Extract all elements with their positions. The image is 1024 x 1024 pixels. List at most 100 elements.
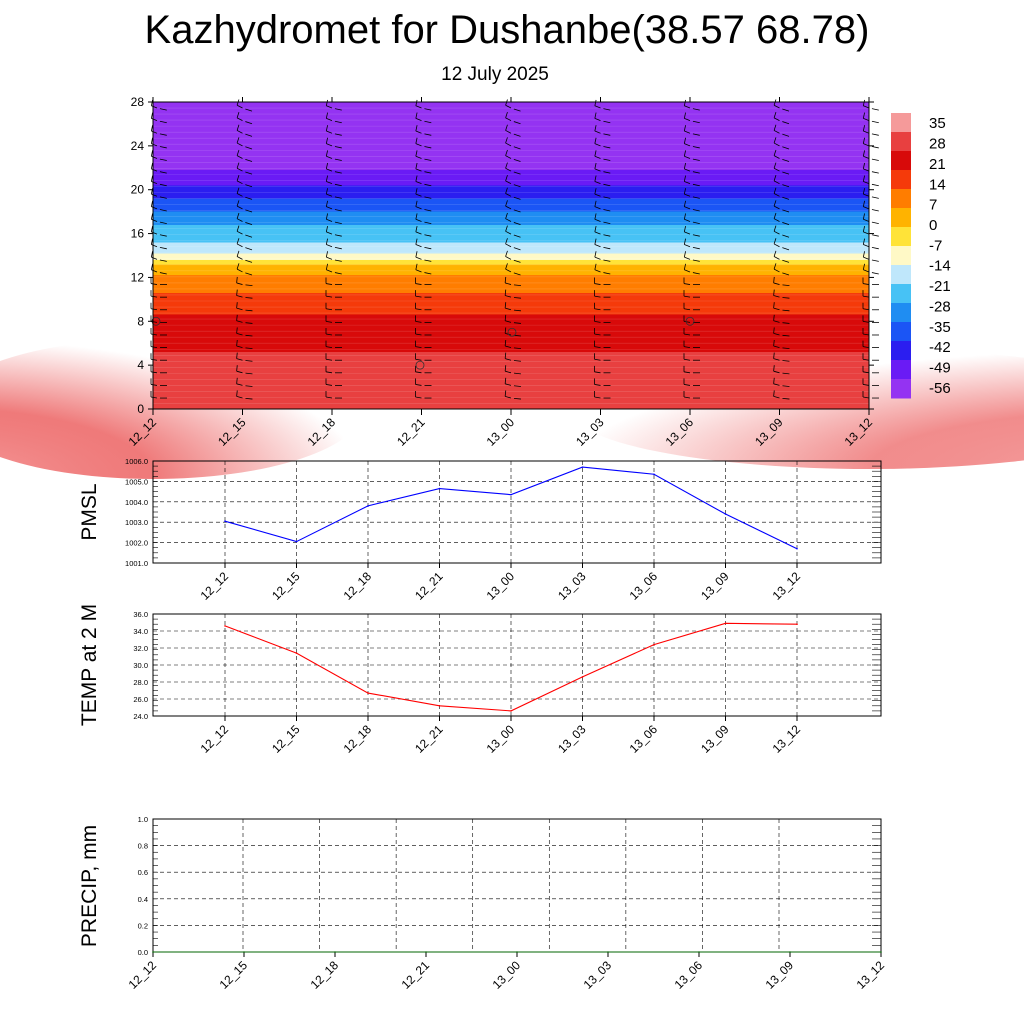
x-tick-label: 12_18 xyxy=(308,958,342,992)
wind-barb xyxy=(683,327,700,336)
wind-barb xyxy=(415,150,432,161)
data-point xyxy=(880,951,882,953)
wind-barb xyxy=(594,99,611,111)
wind-barb xyxy=(236,238,253,251)
wind-barb xyxy=(862,277,879,285)
wind-barb xyxy=(594,378,611,386)
x-tick-label: 13_00 xyxy=(490,958,524,992)
wind-barb xyxy=(415,365,432,374)
wind-barb xyxy=(505,112,521,125)
wind-barb xyxy=(415,125,432,136)
wind-barb xyxy=(415,200,432,212)
x-tick-label: 13_06 xyxy=(627,569,661,603)
colorbar-swatch xyxy=(891,265,911,285)
y-tick-label: 24 xyxy=(131,139,145,153)
wind-barb xyxy=(683,365,700,374)
wind-barb xyxy=(325,365,342,374)
colorbar-label: 14 xyxy=(929,176,946,193)
wind-barb xyxy=(236,339,253,350)
wind-barb xyxy=(236,200,253,213)
wind-barb xyxy=(505,238,521,251)
wind-barb xyxy=(594,365,611,374)
colorbar-swatch xyxy=(891,379,911,399)
wind-barb xyxy=(236,327,253,337)
wind-barb xyxy=(325,277,342,285)
y-tick-label: 0.0 xyxy=(138,948,148,957)
wind-barb xyxy=(594,315,611,323)
y-tick-label: 1.0 xyxy=(138,815,148,824)
wind-barb xyxy=(773,112,790,125)
wind-barb xyxy=(150,188,167,199)
wind-barb xyxy=(325,150,342,161)
wind-barb xyxy=(594,290,611,298)
wind-barb xyxy=(415,315,432,323)
y-tick-label: 36.0 xyxy=(133,610,148,619)
x-tick-label: 13_03 xyxy=(555,722,589,756)
y-tick-label: 0 xyxy=(137,402,144,416)
wind-barb xyxy=(773,124,790,137)
wind-barb xyxy=(683,150,700,161)
data-point xyxy=(789,951,791,953)
wind-barb xyxy=(683,162,700,174)
wind-barb xyxy=(150,290,167,298)
x-tick-label: 12_12 xyxy=(198,569,232,603)
data-point xyxy=(653,473,655,476)
calm-circle xyxy=(507,327,517,337)
data-point xyxy=(367,505,369,507)
colorbar-label: -28 xyxy=(929,298,951,315)
calm-circle xyxy=(415,360,425,370)
wind-barb xyxy=(862,315,879,323)
colorbar-label: 28 xyxy=(929,136,946,153)
data-point xyxy=(295,652,298,654)
wind-barb xyxy=(504,289,521,299)
y-tick-label: 0.8 xyxy=(138,842,148,851)
colorbar-swatch xyxy=(891,151,911,171)
wind-barb xyxy=(683,251,700,262)
wind-barb xyxy=(594,213,611,224)
wind-barb xyxy=(415,378,432,386)
wind-barb xyxy=(325,99,342,111)
colorbar-swatch xyxy=(891,360,911,380)
y-tick-label: 12 xyxy=(131,270,145,284)
panel-1: 1001.0 1002.0 1003.0 1004.0 1005.0 1006.0 PMSL… xyxy=(78,457,882,603)
wind-barb xyxy=(862,175,879,187)
wind-barb xyxy=(150,238,167,250)
data-point xyxy=(295,540,298,543)
wind-barb xyxy=(862,263,879,275)
wind-barb xyxy=(415,263,432,275)
wind-barb xyxy=(325,290,342,298)
wind-barb xyxy=(505,250,521,263)
wind-barb xyxy=(505,187,521,200)
wind-barb xyxy=(150,340,167,349)
wind-barb xyxy=(505,175,521,188)
y-tick-label: 0.6 xyxy=(138,868,148,877)
x-tick-label: 12_18 xyxy=(341,722,375,756)
wind-barb xyxy=(683,353,700,361)
wind-barb xyxy=(683,238,700,250)
wind-barb xyxy=(236,352,253,362)
colorbar-swatch xyxy=(891,170,911,190)
data-point xyxy=(243,951,245,953)
data-point xyxy=(224,625,226,627)
y-tick-label: 0.2 xyxy=(138,921,148,930)
data-point xyxy=(698,951,700,953)
wind-barb xyxy=(415,225,432,237)
wind-barb xyxy=(862,365,879,374)
wind-barb xyxy=(773,327,790,337)
x-tick-label: 13_06 xyxy=(627,722,661,756)
wind-barb xyxy=(325,125,342,136)
wind-barb xyxy=(415,112,432,124)
panel-frame xyxy=(152,818,882,953)
wind-barb xyxy=(150,213,167,224)
y-tick-label: 32.0 xyxy=(133,644,148,653)
x-tick-label: 13_00 xyxy=(484,569,518,603)
wind-barb xyxy=(773,352,790,362)
y-tick-label: 1003.0 xyxy=(125,518,148,527)
data-point xyxy=(607,951,609,953)
wind-barb xyxy=(773,149,790,162)
wind-barb xyxy=(325,340,342,349)
wind-barb xyxy=(325,353,342,361)
wind-barb xyxy=(773,225,790,238)
colorbar-swatch xyxy=(891,113,911,133)
wind-barb xyxy=(415,175,432,187)
